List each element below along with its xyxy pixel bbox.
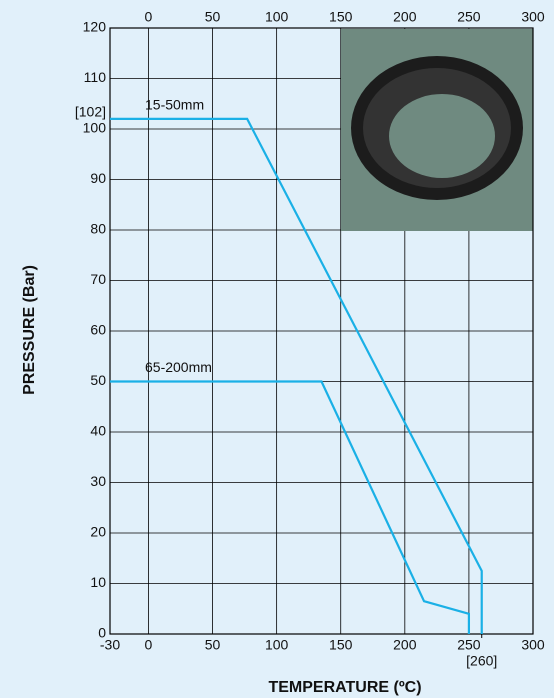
series-label: 15-50mm [145, 97, 204, 113]
y-tick-label: 20 [90, 524, 106, 540]
x-tick-label: 150 [329, 637, 353, 653]
x-tick-label: [260] [466, 653, 497, 669]
x-tick-label: -30 [100, 637, 120, 653]
x-top-tick-label: 50 [205, 9, 221, 25]
ring-hole [389, 94, 495, 178]
photo [341, 29, 533, 231]
x-top-tick-label: 300 [521, 9, 545, 25]
series-label: 65-200mm [145, 359, 212, 375]
x-tick-label: 300 [521, 637, 545, 653]
y-tick-label: 50 [90, 372, 106, 388]
y-tick-label: 0 [98, 625, 106, 641]
x-tick-label: 50 [205, 637, 221, 653]
y-tick-label: 110 [84, 69, 107, 85]
x-tick-label: 250 [457, 637, 481, 653]
x-tick-label: 200 [393, 637, 417, 653]
series-line [110, 117, 483, 634]
x-axis-title: TEMPERATURE (ºC) [268, 679, 421, 696]
y-tick-label: 60 [90, 322, 106, 338]
y-tick-label: [102] [75, 104, 106, 120]
y-tick-label: 90 [90, 170, 106, 186]
y-axis-title: PRESSURE (Bar) [21, 265, 38, 395]
plot-frame [109, 27, 534, 635]
x-top-tick-label: 250 [457, 9, 481, 25]
x-tick-label: 0 [145, 637, 153, 653]
y-tick-label: 100 [83, 120, 107, 136]
y-tick-label: 30 [90, 473, 106, 489]
y-tick-label: 80 [90, 221, 106, 237]
y-tick-label: 40 [90, 423, 106, 439]
y-tick-label: 120 [83, 19, 107, 35]
x-top-tick-label: 200 [393, 9, 417, 25]
series-line [110, 380, 471, 634]
x-tick-label: 100 [265, 637, 289, 653]
x-top-tick-label: 100 [265, 9, 289, 25]
x-top-tick-label: 150 [329, 9, 353, 25]
y-tick-label: 70 [90, 271, 106, 287]
y-tick-label: 10 [90, 574, 106, 590]
x-top-tick-label: 0 [145, 9, 153, 25]
